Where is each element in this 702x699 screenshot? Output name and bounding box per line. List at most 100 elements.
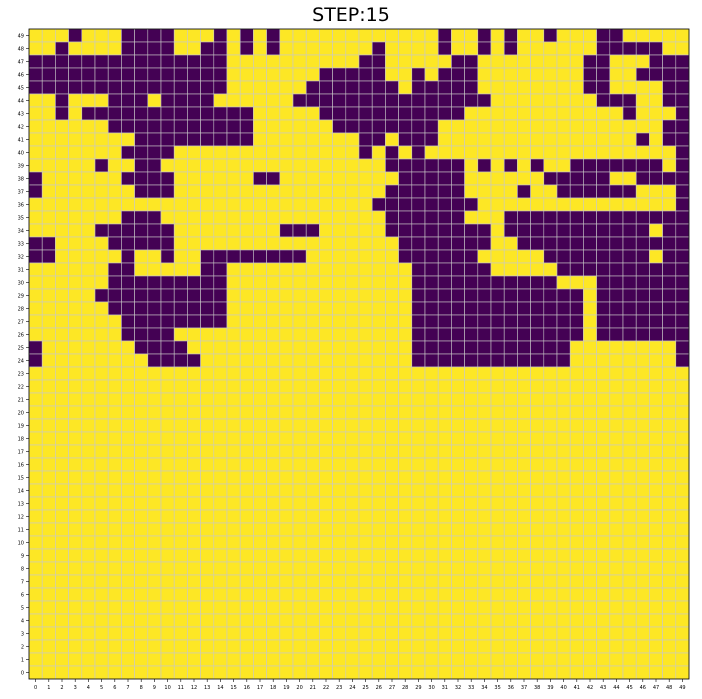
heatmap-cell — [596, 574, 611, 589]
heatmap-cell — [530, 483, 545, 498]
heatmap-cell — [68, 210, 83, 225]
heatmap-cell — [622, 301, 637, 316]
heatmap-cell — [371, 93, 386, 108]
heatmap-cell — [609, 561, 624, 576]
y-tick-label: 48 — [18, 46, 24, 52]
heatmap-cell — [292, 249, 307, 264]
heatmap-cell — [622, 288, 637, 303]
heatmap-cell — [609, 665, 624, 680]
heatmap-cell — [424, 223, 439, 238]
heatmap-cell — [543, 405, 558, 420]
heatmap-cell — [635, 171, 650, 186]
heatmap-cell — [226, 171, 241, 186]
heatmap-cell — [411, 340, 426, 355]
x-tick-label: 47 — [653, 685, 659, 691]
heatmap-cell — [635, 106, 650, 121]
heatmap-cell — [81, 262, 96, 277]
heatmap-cell — [662, 639, 677, 654]
heatmap-cell — [556, 457, 571, 472]
heatmap-cell — [266, 171, 281, 186]
heatmap-cell — [81, 561, 96, 576]
y-tick-label: 14 — [18, 488, 24, 494]
heatmap-cell — [332, 561, 347, 576]
heatmap-cell — [94, 405, 109, 420]
heatmap-cell — [451, 366, 465, 381]
heatmap-cell — [345, 197, 360, 212]
heatmap-cell — [94, 210, 109, 225]
heatmap-cell — [622, 223, 637, 238]
heatmap-cell — [94, 639, 109, 654]
heatmap-cell — [662, 54, 677, 69]
heatmap-cell — [358, 613, 373, 628]
heatmap-cell — [385, 522, 399, 537]
x-tick-label: 18 — [270, 685, 276, 691]
heatmap-cell — [160, 249, 175, 264]
heatmap-cell — [477, 574, 492, 589]
heatmap-cell — [503, 470, 518, 485]
heatmap-cell — [675, 171, 690, 186]
heatmap-cell — [569, 340, 584, 355]
heatmap-cell — [675, 249, 690, 264]
heatmap-cell — [622, 431, 637, 446]
heatmap-cell — [173, 327, 188, 342]
x-tick-label: 38 — [534, 685, 540, 691]
heatmap-cell — [451, 665, 465, 680]
heatmap-cell — [68, 132, 83, 147]
heatmap-cell — [55, 509, 69, 524]
heatmap-cell — [226, 54, 241, 69]
heatmap-cell — [609, 275, 624, 290]
heatmap-cell — [279, 184, 294, 199]
heatmap-cell — [134, 535, 149, 550]
heatmap-cell — [517, 28, 531, 43]
heatmap-cell — [94, 613, 109, 628]
heatmap-cell — [385, 210, 399, 225]
heatmap-cell — [385, 340, 399, 355]
heatmap-cell — [371, 652, 386, 667]
heatmap-cell — [583, 353, 597, 368]
x-tick-label: 42 — [587, 685, 593, 691]
heatmap-cell — [398, 626, 413, 641]
heatmap-cell — [385, 470, 399, 485]
heatmap-cell — [530, 80, 545, 95]
heatmap-cell — [68, 249, 83, 264]
heatmap-cell — [477, 548, 492, 563]
heatmap-cell — [279, 41, 294, 56]
heatmap-cell — [622, 405, 637, 420]
heatmap-cell — [160, 431, 175, 446]
heatmap-cell — [490, 288, 505, 303]
heatmap-cell — [160, 236, 175, 251]
heatmap-cell — [345, 431, 360, 446]
heatmap-cell — [556, 314, 571, 329]
y-tick-label: 45 — [18, 85, 24, 91]
heatmap-cell — [451, 80, 465, 95]
heatmap-cell — [121, 457, 135, 472]
heatmap-cell — [121, 483, 135, 498]
heatmap-cell — [675, 197, 690, 212]
heatmap-cell — [556, 132, 571, 147]
heatmap-cell — [583, 639, 597, 654]
heatmap-cell — [292, 548, 307, 563]
heatmap-cell — [94, 457, 109, 472]
heatmap-cell — [160, 197, 175, 212]
heatmap-cell — [596, 496, 611, 511]
heatmap-cell — [226, 587, 241, 602]
heatmap-cell — [41, 171, 56, 186]
heatmap-cell — [253, 509, 267, 524]
heatmap-cell — [332, 652, 347, 667]
heatmap-cell — [121, 561, 135, 576]
heatmap-cell — [147, 223, 162, 238]
heatmap-cell — [385, 405, 399, 420]
heatmap-cell — [305, 158, 320, 173]
heatmap-cell — [622, 249, 637, 264]
heatmap-cell — [253, 106, 267, 121]
heatmap-cell — [517, 145, 531, 160]
heatmap-cell — [411, 54, 426, 69]
heatmap-cell — [451, 431, 465, 446]
heatmap-cell — [279, 392, 294, 407]
heatmap-cell — [81, 41, 96, 56]
y-tick-label: 44 — [18, 98, 24, 104]
heatmap-cell — [543, 353, 558, 368]
heatmap-cell — [81, 314, 96, 329]
x-tick-label: 7 — [126, 685, 129, 691]
heatmap-cell — [556, 28, 571, 43]
